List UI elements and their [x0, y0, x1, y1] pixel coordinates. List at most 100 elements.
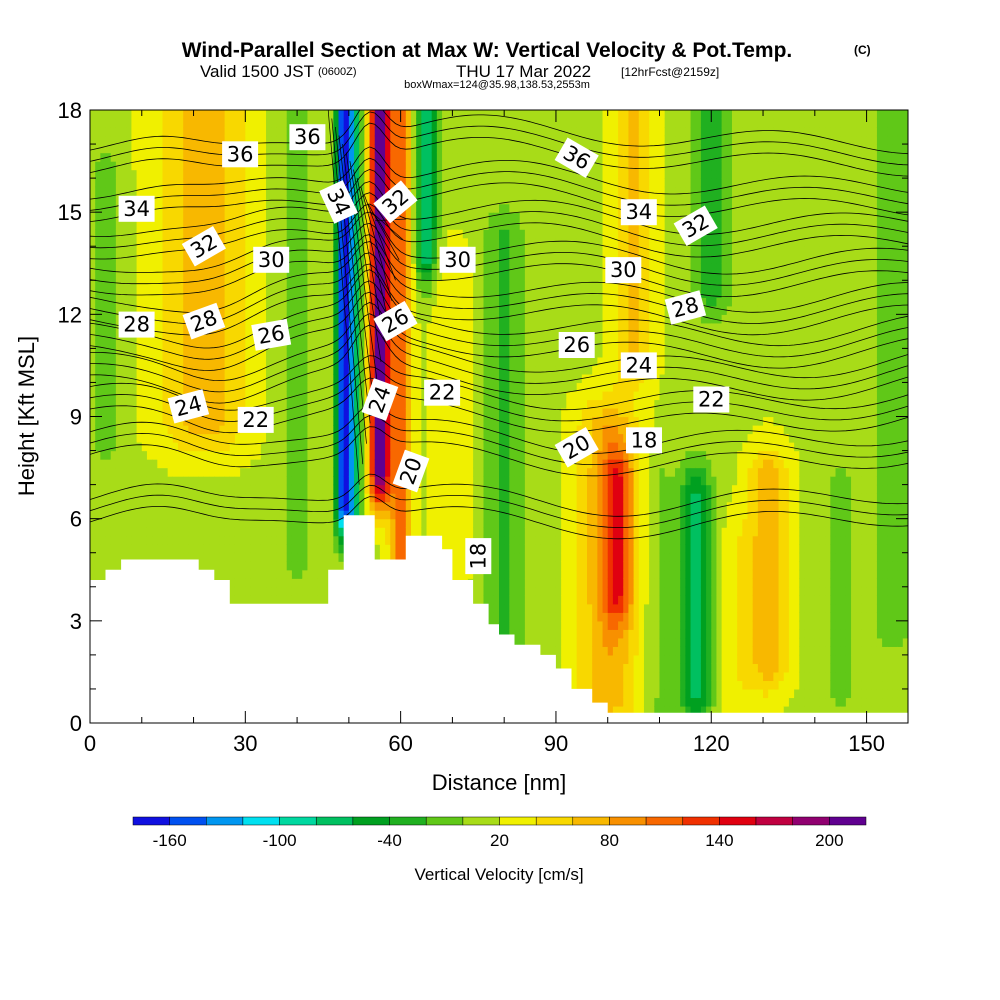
velocity-cell: [348, 110, 355, 120]
velocity-cell: [245, 578, 252, 588]
velocity-cell: [405, 527, 412, 537]
velocity-cell: [188, 510, 195, 520]
velocity-cell: [167, 407, 174, 418]
velocity-cell: [105, 263, 112, 273]
velocity-cell: [167, 510, 174, 520]
velocity-cell: [302, 229, 309, 239]
velocity-cell: [193, 493, 200, 503]
velocity-cell: [276, 305, 283, 315]
velocity-cell: [115, 561, 122, 571]
velocity-cell: [146, 535, 153, 545]
velocity-cell: [209, 527, 215, 537]
velocity-cell: [110, 220, 117, 230]
velocity-cell: [426, 195, 433, 205]
velocity-cell: [178, 552, 184, 562]
velocity-cell: [141, 501, 148, 511]
velocity-cell: [162, 399, 169, 409]
velocity-cell: [255, 288, 262, 298]
velocity-cell: [136, 305, 143, 315]
velocity-cell: [322, 263, 329, 273]
velocity-cell: [110, 416, 117, 426]
velocity-cell: [297, 280, 303, 290]
velocity-cell: [162, 348, 169, 358]
velocity-cell: [333, 450, 340, 460]
velocity-cell: [379, 535, 386, 545]
velocity-cell: [209, 297, 215, 307]
velocity-cell: [121, 382, 127, 392]
velocity-cell: [442, 297, 448, 307]
velocity-cell: [317, 280, 324, 290]
velocity-cell: [198, 178, 205, 188]
velocity-cell: [421, 433, 428, 443]
velocity-cell: [152, 544, 158, 554]
velocity-cell: [95, 569, 101, 579]
velocity-cell: [234, 331, 241, 341]
velocity-cell: [369, 186, 376, 196]
velocity-cell: [141, 552, 148, 562]
velocity-cell: [152, 331, 158, 341]
velocity-cell: [436, 322, 443, 332]
velocity-cell: [291, 467, 298, 477]
velocity-cell: [348, 220, 355, 230]
velocity-cell: [416, 110, 422, 120]
velocity-cell: [297, 407, 303, 418]
velocity-cell: [219, 459, 226, 469]
velocity-cell: [229, 356, 236, 367]
velocity-cell: [219, 178, 226, 188]
velocity-cell: [328, 552, 334, 562]
velocity-cell: [348, 510, 355, 520]
velocity-cell: [338, 356, 345, 367]
velocity-cell: [255, 305, 262, 315]
velocity-cell: [126, 518, 133, 528]
velocity-cell: [266, 484, 272, 494]
velocity-cell: [364, 339, 371, 349]
velocity-cell: [162, 135, 169, 145]
velocity-cell: [245, 348, 252, 358]
velocity-cell: [146, 305, 153, 315]
velocity-cell: [348, 280, 355, 290]
velocity-cell: [126, 110, 133, 120]
velocity-cell: [390, 476, 397, 486]
velocity-cell: [121, 305, 127, 315]
velocity-cell: [281, 127, 288, 137]
velocity-cell: [276, 450, 283, 460]
velocity-cell: [146, 263, 153, 273]
velocity-cell: [431, 305, 438, 315]
velocity-cell: [276, 186, 283, 196]
velocity-cell: [317, 178, 324, 188]
velocity-cell: [322, 305, 329, 315]
velocity-cell: [162, 169, 169, 179]
velocity-cell: [328, 390, 334, 401]
velocity-cell: [395, 161, 402, 171]
velocity-cell: [312, 484, 319, 494]
velocity-cell: [131, 161, 138, 171]
velocity-cell: [395, 450, 402, 460]
velocity-cell: [100, 246, 107, 256]
velocity-cell: [141, 459, 148, 469]
velocity-cell: [291, 569, 298, 579]
velocity-cell: [431, 161, 438, 171]
velocity-cell: [234, 459, 241, 469]
velocity-cell: [405, 127, 412, 137]
velocity-cell: [395, 237, 402, 247]
velocity-cell: [115, 484, 122, 494]
velocity-cell: [183, 135, 189, 145]
velocity-cell: [395, 263, 402, 273]
velocity-cell: [157, 220, 164, 230]
velocity-cell: [271, 442, 277, 452]
velocity-cell: [136, 382, 143, 392]
velocity-cell: [219, 356, 226, 367]
velocity-cell: [286, 425, 293, 435]
velocity-cell: [395, 518, 402, 528]
velocity-cell: [426, 493, 433, 503]
velocity-cell: [234, 518, 241, 528]
velocity-cell: [271, 586, 277, 596]
velocity-cell: [291, 118, 298, 128]
velocity-cell: [297, 552, 303, 562]
velocity-cell: [209, 552, 215, 562]
velocity-cell: [416, 152, 422, 162]
velocity-cell: [385, 510, 391, 520]
velocity-cell: [250, 127, 257, 137]
velocity-cell: [333, 476, 340, 486]
velocity-cell: [271, 356, 277, 367]
